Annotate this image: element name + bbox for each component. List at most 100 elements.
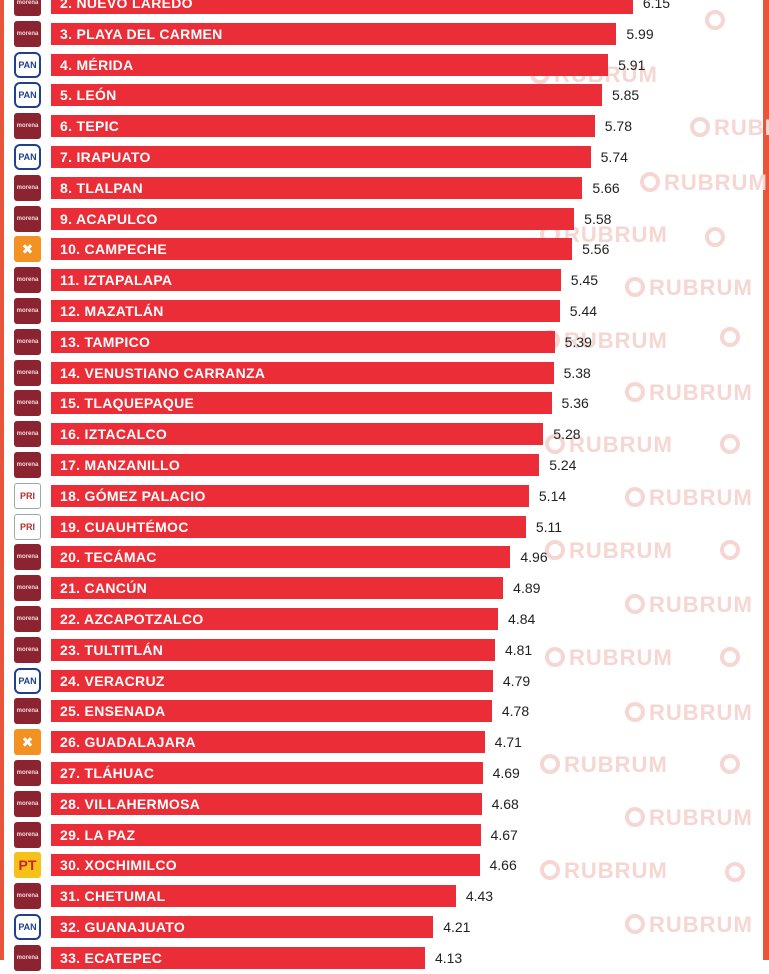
party-logo-morena: morena [14,174,41,201]
watermark [720,645,744,671]
bar-row: PRI 19. CUAUHTÉMOC 5.11 [0,513,769,543]
bar-label: 14. VENUSTIANO CARRANZA [60,364,266,381]
bar-label: 8. TLALPAN [60,179,143,196]
watermark-text: RUBRUM [649,380,753,405]
party-logo-morena: morena [14,636,41,663]
watermark [720,432,744,458]
watermark-logo-icon [625,702,645,722]
party-logo-mc: ✖ [14,729,41,756]
bar [51,22,617,45]
bar [51,669,493,692]
watermark-logo-icon [625,277,645,297]
bar-row: morena 20. TECÁMAC 4.96 [0,543,769,573]
watermark-logo-icon [625,594,645,614]
watermark-text: RUBRUM [649,485,753,510]
watermark-text: RUBRUM [649,700,753,725]
party-logo-morena: morena [14,606,41,632]
bar-value: 4.21 [443,919,471,935]
watermark-text: RUBRUM [564,752,668,777]
bar-label: 9. ACAPULCO [60,210,158,227]
bar-row: morena 12. MAZATLÁN 5.44 [0,297,769,327]
party-logo-morena: morena [14,883,41,910]
watermark-logo-icon [545,540,565,560]
bar [51,269,561,292]
bar [51,484,529,507]
bar [51,916,434,938]
bar-value: 5.78 [604,118,632,135]
bar-label: 10. CAMPECHE [60,241,168,258]
bar-label: 11. IZTAPALAPA [60,272,173,289]
bar-value: 5.28 [553,426,581,443]
bar [51,885,456,908]
bar-value: 5.38 [563,364,591,381]
bar-value: 4.66 [489,857,517,874]
bar [51,423,544,446]
bar-label: 24. VERACRUZ [60,672,165,689]
bar [51,176,583,199]
watermark: RUBRUM [625,275,753,301]
eagle-icon: ✖ [21,240,34,257]
watermark-text: RUBRUM [564,222,668,247]
watermark: RUBRUM [545,538,673,564]
watermark: RUBRUM [625,912,753,938]
watermark-text: RUBRUM [569,645,673,670]
bar-row: morena 6. TEPIC 5.78 [0,112,769,142]
bar-value: 4.84 [508,611,536,627]
party-logo-morena: morena [14,0,41,16]
bar-label: 27. TLÁHUAC [60,765,155,781]
bar-row: morena 2. NUEVO LAREDO 6.15 [0,0,769,19]
watermark [725,860,749,886]
bar-label: 31. CHETUMAL [60,888,166,905]
bar-row: PRI 18. GÓMEZ PALACIO 5.14 [0,482,769,512]
bar-value: 5.66 [592,179,620,196]
bar [51,731,485,754]
bar-row: morena 15. TLAQUEPAQUE 5.36 [0,389,769,419]
bar-row: PAN 24. VERACRUZ 4.79 [0,667,769,697]
bar-value: 4.96 [520,549,548,566]
watermark: RUBRUM [625,700,753,726]
bar-row: morena 11. IZTAPALAPA 5.45 [0,266,769,296]
watermark [720,538,744,564]
bar-value: 4.78 [501,703,530,720]
watermark-logo-icon [625,382,645,402]
party-logo-pan: PAN [14,144,41,170]
party-logo-morena: morena [14,790,41,817]
bar-row: morena 17. MANZANILLO 5.24 [0,451,769,481]
bar-value: 5.39 [564,333,592,350]
bar-value: 4.67 [490,826,518,843]
party-logo-pan: PAN [14,82,41,109]
watermark-logo-icon [720,754,740,774]
party-logo-morena: morena [14,205,41,232]
watermark: RUBRUM [540,752,668,778]
watermark-logo-icon [540,860,560,880]
bar [51,361,554,384]
watermark: RUBRUM [690,115,769,141]
watermark: RUBRUM [625,592,753,618]
bar-value: 5.85 [611,87,640,104]
bar-value: 4.71 [494,734,522,751]
bar-row: morena 33. ECATEPEC 4.13 [0,944,769,974]
bar-row: PAN 7. IRAPUATO 5.74 [0,143,769,173]
bar-row: morena 9. ACAPULCO 5.58 [0,205,769,235]
watermark: RUBRUM [540,222,668,248]
bar-value: 5.24 [549,457,577,473]
watermark-logo-icon [725,862,745,882]
bar [51,854,480,877]
bar-row: morena 29. LA PAZ 4.67 [0,821,769,851]
watermark-logo-icon [640,172,660,192]
watermark-logo-icon [545,434,565,454]
party-logo-morena: morena [14,328,41,355]
bar [51,53,609,76]
party-logo-pri: PRI [14,482,41,509]
watermark-logo-icon [720,540,740,560]
watermark-text: RUBRUM [664,170,768,195]
bar [51,84,602,107]
bar [51,515,526,538]
bar-label: 23. TULTITLÁN [60,641,164,658]
bar-label: 6. TEPIC [60,118,120,135]
bar-label: 30. XOCHIMILCO [60,857,177,874]
watermark: RUBRUM [545,432,673,458]
bar-value: 4.89 [513,580,541,597]
watermark-text: RUBRUM [564,858,668,883]
bar-value: 5.91 [618,56,646,73]
